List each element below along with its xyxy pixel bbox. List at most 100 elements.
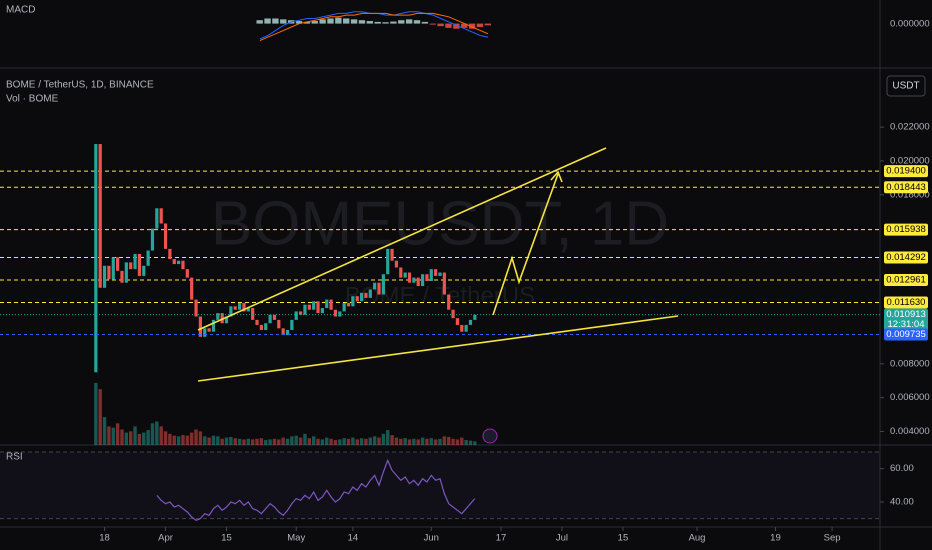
- volume-bar: [207, 437, 211, 445]
- candle: [207, 328, 211, 332]
- arrow-head: [550, 170, 563, 183]
- volume-bar: [407, 439, 412, 445]
- candle: [333, 309, 338, 317]
- candle: [403, 272, 407, 278]
- macd-hist: [453, 23, 460, 29]
- candle: [268, 314, 272, 324]
- candle: [312, 301, 316, 310]
- volume-bar: [303, 433, 307, 445]
- volume-bar: [163, 431, 168, 445]
- candle: [185, 269, 189, 278]
- volume-bar: [338, 439, 342, 445]
- currency-label[interactable]: USDT: [892, 81, 919, 92]
- currency-button[interactable]: [886, 75, 926, 97]
- volume-bar: [94, 383, 98, 445]
- volume-bar: [455, 439, 460, 445]
- candle: [190, 277, 194, 300]
- rsi-band: [0, 452, 880, 519]
- candle: [259, 324, 263, 331]
- macd-axis-label: 0.000000: [890, 19, 930, 30]
- volume-bar: [115, 423, 120, 445]
- last-price-label: 0.010913: [886, 309, 926, 320]
- wedge-upper: [197, 147, 607, 331]
- macd-hist: [358, 20, 366, 24]
- event-icon[interactable]: [482, 428, 498, 444]
- volume-bar: [386, 430, 390, 445]
- candle: [351, 296, 355, 307]
- volume-bar: [368, 437, 372, 445]
- rsi-tick-label: 40.00: [890, 497, 914, 508]
- price-label-bg: [884, 223, 928, 236]
- candle: [150, 228, 155, 251]
- x-tick-label: Jul: [556, 533, 568, 544]
- candle: [146, 250, 150, 266]
- signal-line: [259, 12, 489, 42]
- candle: [307, 304, 311, 310]
- candle: [116, 257, 120, 271]
- volume-bar: [281, 437, 285, 445]
- candle: [120, 270, 124, 283]
- macd-hist: [461, 23, 468, 28]
- volume-bar: [250, 439, 255, 445]
- candle: [238, 302, 242, 310]
- x-tick-label: 17: [496, 533, 507, 544]
- volume-bar: [237, 438, 242, 445]
- volume-bar: [429, 438, 433, 445]
- volume-bar: [268, 439, 272, 445]
- volume-bar: [460, 437, 464, 445]
- candle: [447, 294, 451, 310]
- volume-bar: [128, 431, 133, 445]
- volume-bar: [150, 423, 155, 445]
- volume-bar: [185, 435, 190, 445]
- volume-bar: [355, 439, 359, 445]
- candle: [172, 259, 176, 265]
- volume-bar: [172, 435, 176, 445]
- candle: [181, 260, 185, 270]
- volume-bar: [120, 429, 124, 445]
- watermark: BOMEUSDT, 1D: [211, 189, 669, 258]
- x-tick-label: Apr: [158, 533, 173, 544]
- candle: [381, 274, 385, 295]
- candle: [233, 306, 237, 310]
- macd-hist: [272, 18, 279, 24]
- projection-arrow: [492, 173, 559, 316]
- candle: [111, 257, 115, 280]
- candle: [98, 144, 102, 288]
- candle: [246, 308, 250, 312]
- volume-bar: [229, 436, 233, 445]
- price-label-bg: [884, 165, 928, 178]
- symbol-title: BOME / TetherUS, 1D, BINANCE: [6, 80, 154, 91]
- price-label: 0.009735: [886, 329, 926, 340]
- candle: [163, 223, 168, 249]
- volume-bar: [403, 438, 407, 445]
- volume-bar: [464, 440, 468, 445]
- macd-hist: [327, 18, 334, 24]
- volume-bar: [259, 438, 264, 445]
- macd-hist: [319, 19, 326, 24]
- candle: [251, 308, 255, 320]
- macd-hist: [382, 22, 389, 24]
- volume-bar: [447, 436, 451, 445]
- candle: [346, 302, 351, 307]
- candle: [342, 302, 346, 312]
- price-label-bg: [884, 251, 928, 264]
- volume-bar: [307, 438, 312, 445]
- x-tick-label: 18: [99, 533, 110, 544]
- candle: [211, 319, 216, 332]
- candle: [285, 330, 290, 336]
- volume-bar: [320, 439, 325, 445]
- volume-bar: [412, 438, 416, 445]
- macd-hist: [390, 21, 397, 24]
- volume-bar: [203, 436, 207, 445]
- candle: [394, 260, 399, 268]
- volume-bar: [442, 436, 447, 445]
- candle: [434, 269, 438, 276]
- price-label: 0.011630: [887, 297, 926, 308]
- x-tick-label: 19: [770, 533, 781, 544]
- volume-bar: [124, 432, 129, 445]
- candle: [294, 311, 298, 320]
- volume-bar: [264, 440, 268, 445]
- macd-hist: [445, 23, 452, 28]
